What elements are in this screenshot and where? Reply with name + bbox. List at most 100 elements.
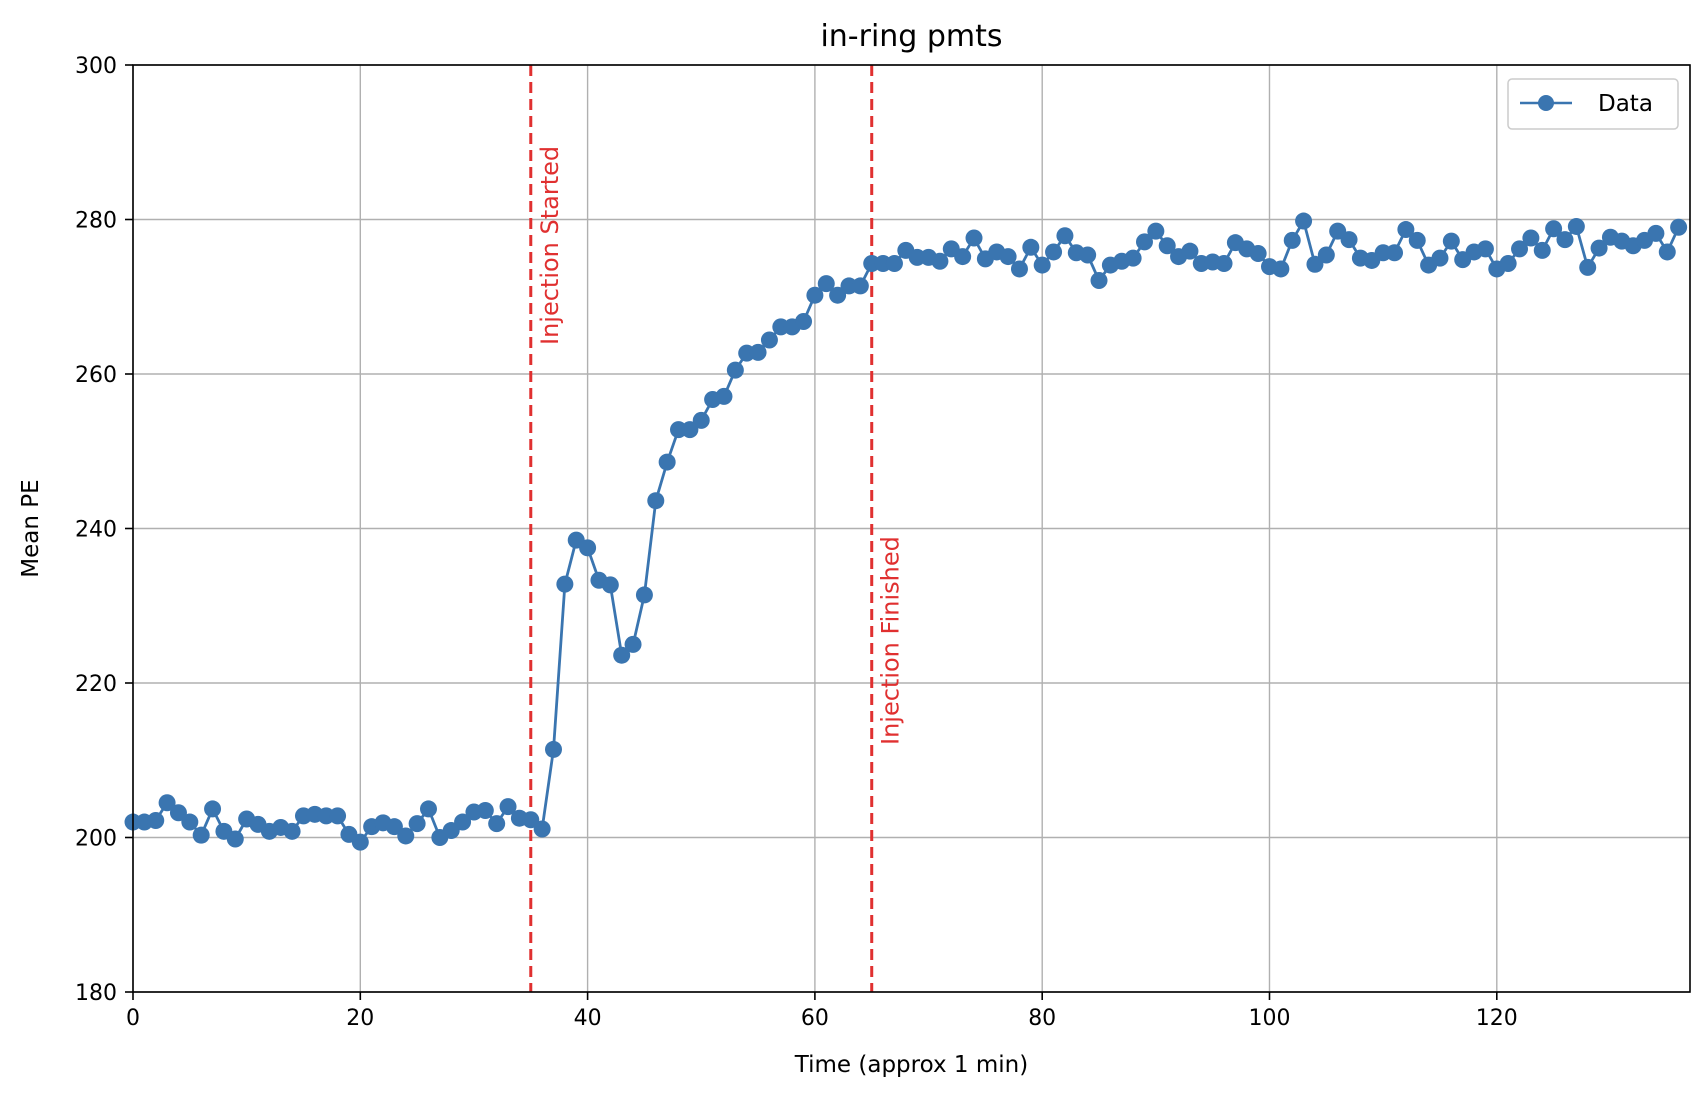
data-point — [692, 411, 710, 429]
data-point — [1124, 249, 1142, 267]
legend-marker-swatch — [1538, 95, 1554, 111]
data-point — [829, 286, 847, 304]
data-point — [488, 815, 506, 833]
data-point — [545, 740, 563, 758]
data-point — [1272, 260, 1290, 278]
data-point — [1249, 244, 1267, 262]
data-point — [419, 800, 437, 818]
data-point — [476, 801, 494, 819]
data-point — [1340, 231, 1358, 249]
data-point — [806, 286, 824, 304]
data-point — [954, 248, 972, 266]
data-point — [454, 813, 472, 831]
data-point — [181, 813, 199, 831]
data-point — [397, 827, 415, 845]
data-point — [1079, 246, 1097, 264]
data-point — [851, 277, 869, 295]
data-point — [147, 812, 165, 830]
data-point — [931, 252, 949, 270]
data-point — [1033, 256, 1051, 274]
data-point — [624, 635, 642, 653]
data-point — [1295, 212, 1313, 230]
data-point — [158, 794, 176, 812]
data-point — [1397, 221, 1415, 239]
data-point — [408, 815, 426, 833]
x-tick-label: 40 — [574, 1006, 602, 1031]
data-point — [965, 229, 983, 247]
data-point — [1306, 255, 1324, 273]
data-point — [556, 575, 574, 593]
x-tick-label: 0 — [126, 1006, 140, 1031]
data-point — [885, 255, 903, 273]
data-point — [1567, 217, 1585, 235]
data-point — [1022, 238, 1040, 256]
data-point — [1442, 232, 1460, 250]
x-axis-label: Time (approx 1 min) — [794, 1052, 1028, 1078]
axis-ticks: 0 20 40 60 80 100 120 180 200 220 240 260 280 300 — [75, 54, 1518, 1031]
x-tick-label: 60 — [801, 1006, 829, 1031]
data-point — [1147, 222, 1165, 240]
data-point — [1647, 224, 1665, 242]
data-point — [658, 453, 676, 471]
data-point — [1658, 243, 1676, 261]
data-point — [726, 361, 744, 379]
data-point — [760, 331, 778, 349]
data-point — [749, 343, 767, 361]
data-point — [795, 312, 813, 330]
data-series — [124, 212, 1688, 851]
data-point — [533, 820, 551, 838]
data-point — [1045, 243, 1063, 261]
annotation-label: Injection Started — [536, 146, 564, 345]
data-point — [1511, 240, 1529, 258]
x-tick-label: 120 — [1476, 1006, 1518, 1031]
data-point — [329, 807, 347, 825]
data-point — [817, 275, 835, 293]
data-point — [1408, 231, 1426, 249]
x-tick-label: 20 — [346, 1006, 374, 1031]
data-point — [283, 822, 301, 840]
data-point — [1533, 241, 1551, 259]
legend: Data — [1507, 78, 1679, 130]
y-tick-label: 260 — [75, 363, 117, 388]
data-point — [1556, 231, 1574, 249]
y-tick-label: 200 — [75, 827, 117, 852]
y-tick-label: 220 — [75, 672, 117, 697]
data-point — [1056, 227, 1074, 245]
y-tick-label: 180 — [75, 981, 117, 1006]
data-point — [1010, 260, 1028, 278]
data-point — [715, 387, 733, 405]
data-point — [1670, 218, 1688, 236]
data-point — [613, 646, 631, 664]
data-point — [522, 811, 540, 829]
data-point — [1579, 258, 1597, 276]
y-tick-label: 280 — [75, 209, 117, 234]
data-point — [635, 586, 653, 604]
data-point — [1135, 233, 1153, 251]
data-point — [1545, 220, 1563, 238]
legend-label: Data — [1598, 91, 1653, 117]
data-point — [1215, 255, 1233, 273]
data-point — [999, 248, 1017, 266]
data-point — [1181, 242, 1199, 260]
data-point — [601, 576, 619, 594]
data-point — [351, 833, 369, 851]
y-tick-label: 300 — [75, 54, 117, 79]
y-tick-label: 240 — [75, 518, 117, 543]
data-point — [681, 421, 699, 439]
data-point — [1283, 231, 1301, 249]
data-point — [226, 830, 244, 848]
data-point — [1386, 244, 1404, 262]
annotation-label: Injection Finished — [877, 536, 905, 745]
y-axis-label: Mean PE — [18, 479, 44, 577]
data-point — [647, 492, 665, 510]
annotation-lines: Injection Started Injection Finished — [529, 65, 905, 992]
data-point — [1476, 240, 1494, 258]
data-point — [169, 804, 187, 822]
data-point — [1317, 246, 1335, 264]
chart-title: in-ring pmts — [820, 19, 1002, 54]
data-point — [1522, 229, 1540, 247]
data-point — [499, 798, 517, 816]
data-point — [192, 826, 210, 844]
